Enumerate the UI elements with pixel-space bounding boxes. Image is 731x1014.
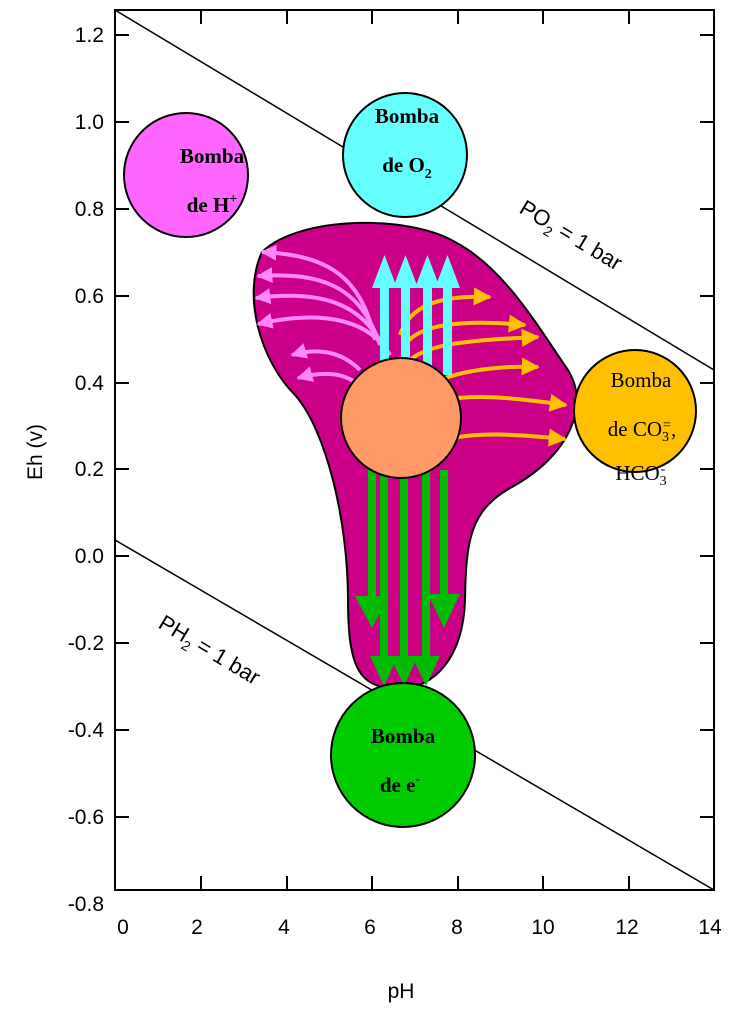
co3-pump: Bomba de CO3=, HCO3- [573, 349, 697, 489]
x-tick-label: 12 [615, 916, 638, 939]
o2-pump-label-line2: de O2 [382, 153, 432, 182]
e-pump-label-line2: de e- [380, 772, 421, 797]
top-ticks [200, 10, 630, 24]
y-tick-label: 1.2 [75, 24, 104, 47]
y-tick-label: 0.2 [75, 458, 104, 481]
pink-arrow [254, 288, 387, 351]
h2-boundary-label: PH2 = 1 bar [152, 610, 264, 693]
x-tick-label: 14 [698, 916, 722, 939]
o2-pump-label-line1: Bomba [375, 104, 440, 128]
h-pump-label-line1: Bomba [180, 144, 245, 168]
y-tick-label: 0.6 [75, 285, 104, 308]
x-axis-title: pH [388, 980, 415, 1003]
h-pump-label-line2: de H+ [187, 192, 238, 217]
y-tick-label: -0.2 [68, 632, 104, 655]
green-arrow [428, 470, 460, 628]
cyan-arrow [415, 255, 440, 375]
x-tick-label: 2 [191, 916, 203, 939]
x-tick-labels: 0 2 4 6 8 10 12 14 [117, 916, 722, 939]
cyan-arrows [372, 255, 460, 375]
y-tick-label: -0.6 [68, 806, 104, 829]
left-ticks [115, 34, 129, 818]
h-pump: Bomba de H+ [123, 112, 249, 238]
x-tick-label: 0 [117, 916, 129, 939]
plot-frame [114, 9, 715, 891]
pink-arrows [254, 244, 392, 384]
green-arrow [370, 470, 398, 686]
y-tick-label: 0.8 [75, 198, 104, 221]
x-tick-label: 10 [531, 916, 554, 939]
co3-pump-label-line3: HCO3- [615, 461, 666, 489]
green-arrow [390, 470, 418, 686]
cyan-arrow [435, 255, 460, 375]
cyan-arrow [393, 255, 418, 375]
green-arrow [412, 470, 440, 686]
y-tick-labels: 1.2 1.0 0.8 0.6 0.4 0.2 0.0 -0.2 -0.4 -0… [68, 24, 105, 916]
co3-pump-label-line2: de CO3=, [608, 417, 676, 445]
orange-arrow [439, 357, 540, 382]
y-tick-label: 0.4 [75, 372, 105, 395]
e-pump: Bomba de e- [330, 682, 476, 828]
cyan-arrow [372, 255, 397, 375]
y-tick-label: 1.0 [75, 111, 104, 134]
y-tick-label: 0.0 [75, 545, 104, 568]
o2-boundary-label: PO2 = 1 bar [513, 195, 626, 279]
o2-pump: Bomba de O2 [342, 92, 468, 218]
right-ticks [700, 34, 714, 818]
y-axis-title: Eh (v) [24, 424, 47, 480]
x-tick-label: 4 [278, 916, 290, 939]
pink-arrow [290, 343, 362, 372]
bottom-ticks [200, 876, 630, 890]
pink-arrow [296, 366, 357, 384]
y-tick-label: -0.8 [68, 893, 104, 916]
x-tick-label: 8 [451, 916, 463, 939]
co3-pump-label-line1: Bomba [611, 368, 672, 392]
e-pump-label-line1: Bomba [371, 724, 436, 748]
green-arrows [355, 470, 460, 686]
y-tick-label: -0.4 [68, 719, 105, 742]
orange-arrow [408, 328, 540, 362]
x-tick-label: 6 [364, 916, 376, 939]
center-circle [340, 357, 462, 479]
